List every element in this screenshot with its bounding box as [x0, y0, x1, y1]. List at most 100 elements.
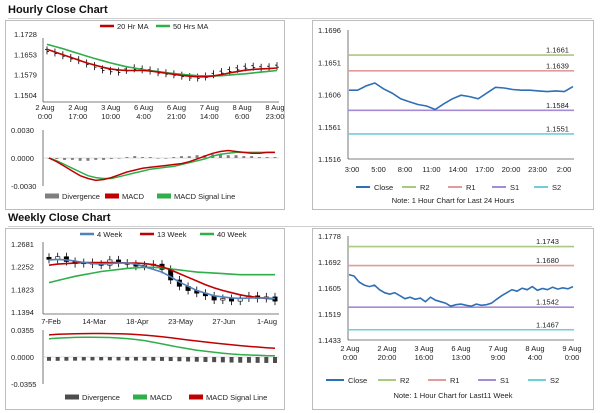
- weekly-section-title: Weekly Close Chart: [8, 212, 111, 224]
- hourly-price-x-tick-time: 6:00: [235, 112, 250, 121]
- hourly-divergence-bar: [78, 158, 82, 161]
- weekly-right-x-tick-date: 3 Aug: [414, 344, 433, 353]
- hourly-price-y-tick: 1.1504: [14, 91, 37, 100]
- hourly-price-y-tick: 1.1579: [14, 71, 37, 80]
- weekly-right-legend-label: Close: [348, 376, 367, 385]
- hourly-divergence-bar: [141, 157, 145, 158]
- legend-label-13-week: 13 Week: [157, 230, 187, 239]
- hourly-macd-line: [48, 149, 275, 182]
- hourly-divergence-bar: [63, 158, 67, 160]
- hourly-divergence-bar: [234, 155, 238, 158]
- weekly-right-level-r1-label: 1.1680: [536, 256, 559, 265]
- hourly-divergence-bar: [273, 157, 277, 158]
- legend-label-50-hrs-ma: 50 Hrs MA: [173, 22, 208, 31]
- hourly-right-x-tick: 5:00: [371, 165, 386, 174]
- hourly-price-x-tick-time: 0:00: [38, 112, 53, 121]
- legend-swatch-divergence: [45, 193, 59, 199]
- hourly-price-x-tick-time: 23:00: [266, 112, 285, 121]
- legend-label-macd-signal-line: MACD Signal Line: [206, 393, 267, 402]
- weekly-divergence-bar: [177, 357, 182, 362]
- hourly-divergence-bar: [195, 155, 199, 158]
- weekly-price-x-tick: 23-May: [168, 317, 193, 326]
- weekly-right-x-tick-date: 2 Aug: [340, 344, 359, 353]
- weekly-right-x-tick-time: 9:00: [491, 353, 506, 362]
- hourly-divergence-bar: [156, 158, 160, 159]
- weekly-right-level-s1-label: 1.1542: [536, 298, 559, 307]
- weekly-candle-body: [229, 298, 235, 302]
- weekly-divergence-bar: [255, 357, 260, 363]
- weekly-divergence-bar: [116, 357, 121, 361]
- hourly-divergence-bar: [172, 157, 176, 158]
- weekly-divergence-bar: [99, 357, 104, 361]
- hourly-section-title: Hourly Close Chart: [8, 4, 108, 16]
- hourly-price-x-tick-time: 17:00: [68, 112, 87, 121]
- weekly-right-note: Note: 1 Hour Chart for Last11 Week: [394, 391, 513, 400]
- weekly-price-chart: 1.2681 1.2252 1.1823 1.1394 4 Week 13 Week 40 …: [11, 230, 279, 326]
- hourly-right-x-tick: 3:00: [345, 165, 360, 174]
- weekly-right-y-tick: 1.1778: [318, 232, 341, 241]
- legend-swatch-50-hrs-ma: [156, 24, 170, 28]
- weekly-divergence-bar: [160, 357, 164, 361]
- hourly-price-x-tick-time: 10:00: [101, 112, 120, 121]
- hourly-right-level-r1-label: 1.1639: [546, 61, 569, 70]
- hourly-divergence-bar: [70, 158, 74, 160]
- legend-swatch-macd: [133, 394, 147, 400]
- hourly-price-x-tick-date: 2 Aug: [35, 103, 54, 112]
- weekly-divergence-bar: [246, 357, 251, 363]
- hourly-divergence-bar: [226, 155, 230, 158]
- hourly-right-chart: 1.1696 1.1651 1.1606 1.1561 1.1516 1.1661 1.16…: [318, 26, 574, 205]
- hourly-right-frame: [312, 20, 594, 210]
- weekly-macd-y-tick: 0.0000: [11, 353, 34, 362]
- legend-label-20-hr-ma: 20 Hr MA: [117, 22, 149, 31]
- weekly-divergence-bar: [73, 357, 78, 361]
- hourly-20hr-ma-line: [46, 48, 278, 78]
- hourly-price-x-tick-date: 2 Aug: [68, 103, 87, 112]
- legend-swatch-divergence: [65, 394, 79, 400]
- legend-swatch-20-hr-ma: [100, 24, 114, 28]
- weekly-macd-chart: 0.0355 0.0000 -0.0355 Divergence MACD MACD Si…: [11, 326, 279, 402]
- legend-label-macd: MACD: [122, 192, 145, 201]
- weekly-price-y-tick: 1.2252: [11, 263, 34, 272]
- hourly-price-x-tick-date: 6 Aug: [134, 103, 153, 112]
- hourly-price-chart: 1.1728 1.1653 1.1579 1.1504 20 Hr MA 50 Hrs M…: [14, 22, 285, 121]
- hourly-divergence-bar: [164, 158, 168, 159]
- hourly-price-x-tick-date: 3 Aug: [101, 103, 120, 112]
- weekly-right-legend-label: R2: [400, 376, 410, 385]
- hourly-macd-y-tick: 0.0030: [11, 126, 34, 135]
- hourly-price-x-tick-time: 4:00: [136, 112, 151, 121]
- legend-swatch-macd-signal-line: [189, 394, 203, 400]
- hourly-divergence-bar: [94, 158, 98, 160]
- hourly-divergence-bar: [117, 158, 121, 159]
- hourly-title-divider: [8, 18, 592, 19]
- hourly-divergence-bar: [187, 156, 191, 158]
- hourly-divergence-bar: [109, 158, 113, 159]
- hourly-right-x-tick: 17:00: [475, 165, 494, 174]
- legend-label-divergence: Divergence: [62, 192, 100, 201]
- hourly-right-legend-label: R1: [466, 183, 476, 192]
- weekly-divergence-bar: [47, 357, 51, 361]
- hourly-right-level-s1-label: 1.1584: [546, 101, 569, 110]
- hourly-price-y-tick: 1.1653: [14, 50, 37, 59]
- weekly-right-x-tick-date: 7 Aug: [488, 344, 507, 353]
- hourly-price-x-tick-time: 14:00: [200, 112, 219, 121]
- hourly-divergence-bar: [257, 157, 261, 158]
- weekly-divergence-bar: [142, 357, 147, 361]
- weekly-right-x-tick-time: 0:00: [343, 353, 358, 362]
- weekly-price-y-tick: 1.1823: [11, 285, 34, 294]
- weekly-price-x-tick: 27-Jun: [212, 317, 235, 326]
- weekly-divergence-bar: [229, 357, 234, 363]
- hourly-divergence-bar: [265, 157, 269, 158]
- hourly-right-x-tick: 20:00: [502, 165, 521, 174]
- legend-label-macd-signal-line: MACD Signal Line: [174, 192, 235, 201]
- hourly-right-legend-label: Close: [374, 183, 393, 192]
- weekly-right-level-s2-label: 1.1467: [536, 320, 559, 329]
- weekly-right-x-tick-date: 2 Aug: [377, 344, 396, 353]
- hourly-divergence-bar: [102, 158, 106, 160]
- weekly-price-x-tick: 1-Aug: [257, 317, 277, 326]
- hourly-price-x-tick-time: 21:00: [167, 112, 186, 121]
- weekly-right-legend-label: S1: [500, 376, 509, 385]
- hourly-right-close-line: [349, 82, 574, 111]
- weekly-right-x-tick-date: 6 Aug: [451, 344, 470, 353]
- weekly-divergence-bar: [264, 357, 269, 363]
- legend-label-4-week: 4 Week: [97, 230, 123, 239]
